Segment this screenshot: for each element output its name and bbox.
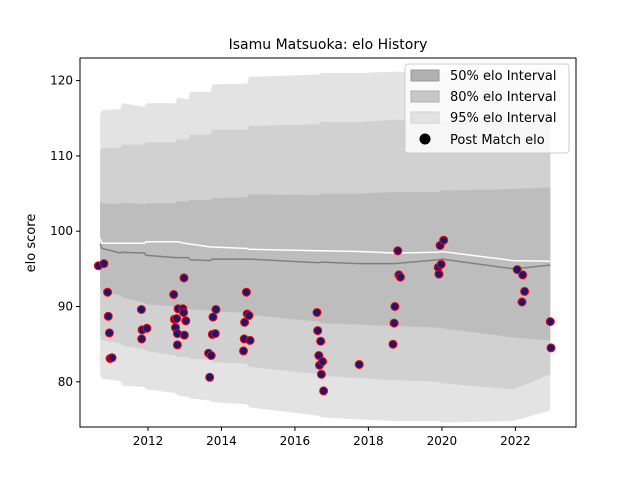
legend-label-95: 95% elo Interval [450,111,557,126]
post-match-point [439,235,449,245]
post-match-point [316,336,326,346]
post-match-point [318,357,327,366]
post-match-point [137,334,147,344]
post-match-point [241,287,251,297]
post-match-point [434,269,444,279]
post-match-point [208,312,218,322]
post-match-point [388,339,398,349]
post-match-point [210,329,220,339]
post-match-point [211,305,221,314]
post-match-point [142,323,152,333]
post-match-point [393,246,403,256]
chart-title: Isamu Matsuoka: elo History [229,37,428,53]
legend-label-50: 50% elo Interval [450,69,557,84]
plot-frame [79,57,577,428]
post-match-point [103,311,113,321]
post-match-point [206,351,216,360]
post-match-point [319,386,329,396]
post-match-point [179,330,189,340]
post-match-point [136,305,146,314]
post-match-point [179,273,189,283]
legend-swatch-50 [410,69,440,82]
legend-swatch-95 [410,111,440,124]
post-match-point [245,335,255,345]
legend: 50% elo Interval 80% elo Interval 95% el… [404,63,570,154]
x-tick-label: 2018 [353,434,384,448]
y-tick-label: 90 [58,300,73,314]
median-elo-line [99,238,551,263]
trend-lines [99,238,551,270]
post-match-point [520,286,530,296]
y-tick-label: 120 [50,74,73,88]
post-match-point [103,287,113,297]
post-match-point [172,314,182,324]
x-tick-label: 2014 [206,434,237,448]
y-axis-label: elo score [24,214,39,273]
x-tick-label: 2022 [500,434,531,448]
post-match-point [545,317,555,327]
post-match-point [172,340,182,350]
post-match-point [107,353,117,363]
post-match-point [181,316,191,326]
post-match-point [512,265,522,275]
post-match-point [244,311,254,320]
post-match-point [313,326,323,336]
post-match-point [395,272,405,282]
legend-label-80: 80% elo Interval [450,90,557,105]
legend-label-post-match: Post Match elo [450,133,545,148]
post-match-point [436,259,446,269]
x-tick-label: 2020 [427,434,458,448]
post-match-point [99,259,109,269]
y-tick-label: 100 [50,224,73,238]
band-50 [100,187,551,341]
post-match-point [390,302,400,311]
post-match-point [546,343,556,353]
mean-elo-line [99,243,551,270]
post-match-point [169,290,179,299]
y-tick-label: 110 [50,149,73,163]
x-tick-label: 2012 [133,434,164,448]
post-match-point [240,317,250,327]
post-match-point [239,346,248,356]
y-axis-ticks: 80 90 100 110 120 [50,74,80,389]
x-axis-ticks: 2012 2014 2016 2018 2020 2022 [133,427,531,448]
legend-marker-post-match [419,133,431,145]
post-match-point [354,360,364,369]
post-match-point [518,270,528,280]
post-match-point [389,318,399,328]
post-match-point [205,372,215,382]
x-tick-label: 2016 [280,434,311,448]
legend-swatch-80 [410,90,440,103]
post-match-point [179,308,189,317]
post-match-point [312,308,322,317]
post-match-point [104,328,114,338]
post-match-points [93,235,556,396]
post-match-point [517,297,527,307]
y-tick-label: 80 [58,375,73,389]
legend-box [404,63,570,154]
post-match-point [316,369,326,379]
